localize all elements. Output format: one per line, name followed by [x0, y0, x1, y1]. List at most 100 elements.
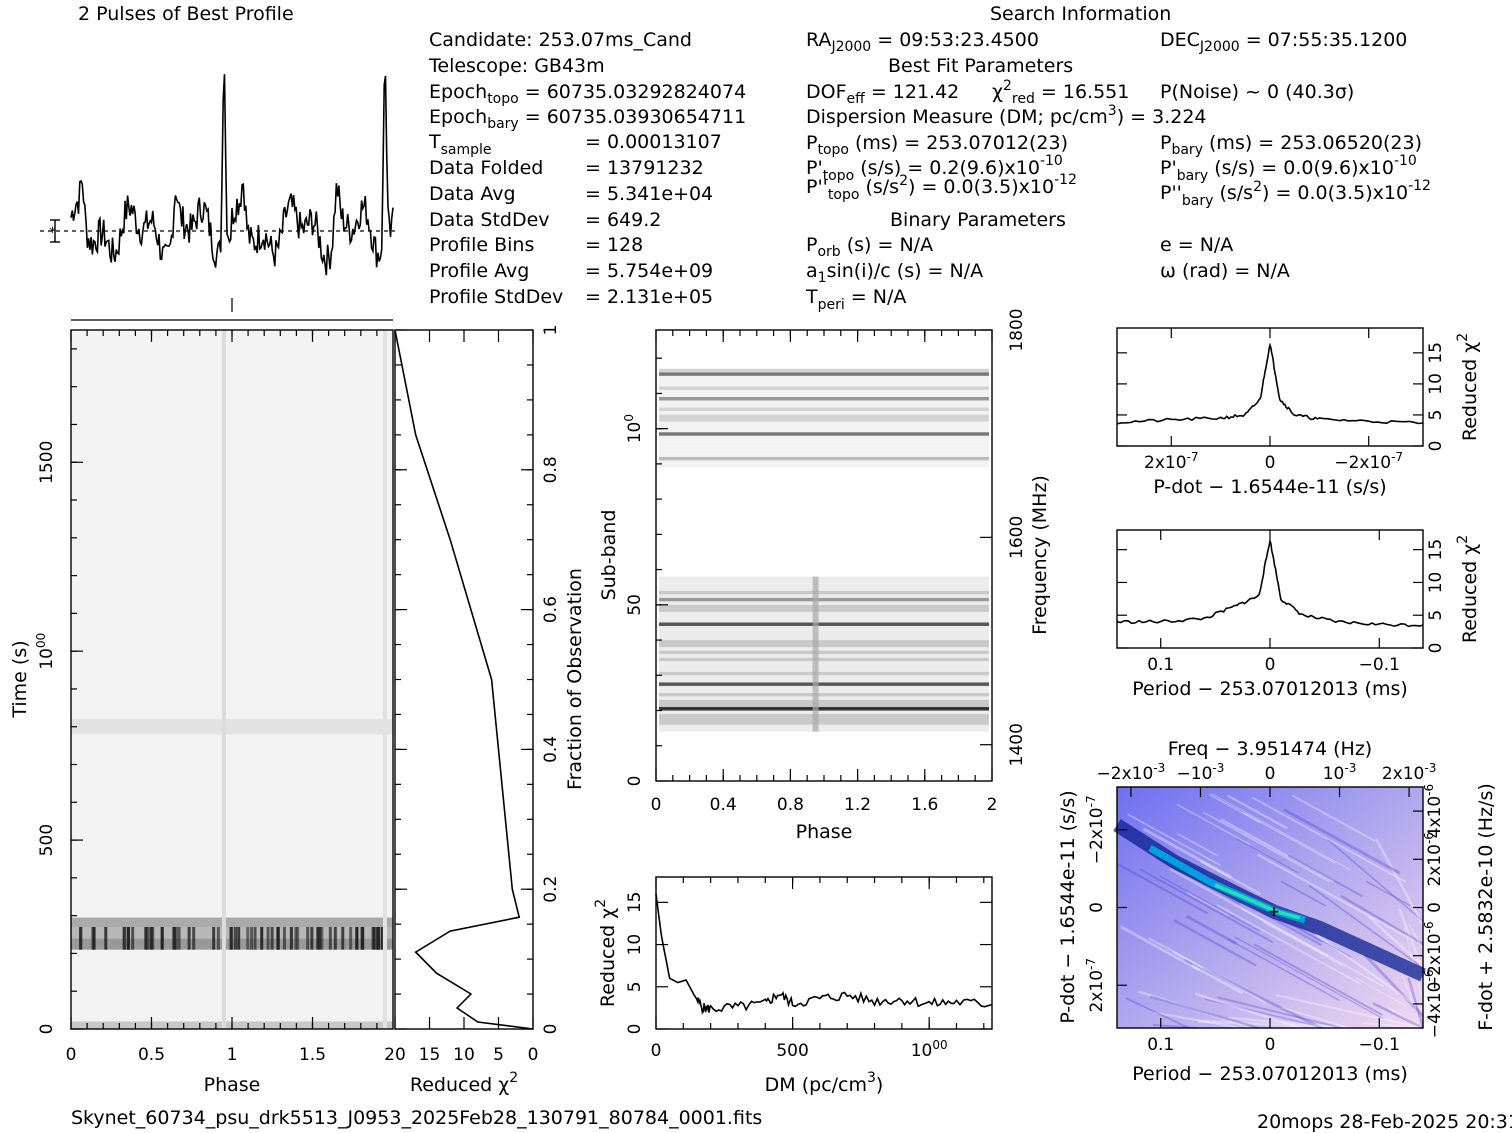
subband-row	[659, 618, 989, 623]
time-row-speck	[276, 926, 280, 950]
ppdot-streak	[1407, 977, 1425, 1029]
x-tick-label: 5	[493, 1045, 504, 1065]
profile-line	[70, 74, 394, 276]
time-row-speck	[355, 926, 359, 950]
pdot-xlabel: P-dot − 1.6544e-11 (s/s)	[1153, 476, 1386, 498]
y2-tick-label: 1400	[1007, 723, 1027, 766]
time-row-speck	[212, 926, 216, 950]
pdot-line	[1116, 342, 1424, 425]
x2-tick-label: 2x10-3	[1382, 761, 1436, 784]
ppdot-streak	[1362, 1022, 1424, 1029]
ppdot-streak	[1176, 803, 1251, 846]
chi-red-line: χ2red = 16.551	[992, 78, 1129, 107]
subband-row	[659, 608, 989, 612]
dm-plot: 0 500 1000 0 5 10 15 DM (pc/cm3) Reduced χ2	[593, 876, 993, 1096]
profile-stddev-value: = 2.131e+05	[585, 286, 713, 308]
ppdot-streak	[1185, 914, 1237, 945]
subband-row	[659, 629, 989, 634]
subband-row	[659, 583, 989, 588]
time-row-speck	[361, 926, 365, 950]
subband-row	[659, 657, 989, 662]
subband-row	[659, 689, 989, 693]
subband-row	[659, 678, 989, 683]
y-tick-label: 0	[1426, 643, 1446, 654]
ppdot-ylabel: P-dot − 1.6544e-11 (s/s)	[1057, 790, 1079, 1023]
x-tick-label: −2x10-7	[1334, 450, 1403, 473]
time-row-speck	[328, 926, 332, 950]
chi-fraction-ylabel: Fraction of Observation	[564, 568, 586, 790]
x2-tick-label: −10-3	[1177, 761, 1225, 784]
ppdot-streak	[1169, 867, 1329, 957]
subband-row	[659, 601, 989, 605]
y2-tick-label: −2x10-6	[1422, 921, 1445, 990]
ppdot-streak	[1186, 892, 1230, 917]
profile-plot: *	[40, 74, 395, 276]
subband-row	[659, 382, 989, 387]
x-tick-label: 2	[987, 795, 998, 815]
x-tick-label: 0	[1265, 655, 1276, 675]
tperi-line: Tperi = N/A	[805, 286, 906, 313]
ppdot-streak	[1326, 838, 1424, 922]
ppdot-streak	[1233, 936, 1384, 1020]
subband-row	[659, 590, 989, 595]
subband-row	[659, 675, 989, 679]
subband-row	[659, 622, 989, 626]
subband-plot: 0 0.4 0.8 1.2 1.6 2 0 50 100 1400 1600 1800 Phase S…	[598, 308, 1051, 843]
y-tick-label: 1000	[34, 633, 57, 670]
y-tick-label: 15	[625, 892, 645, 914]
x-tick-label: −0.1	[1359, 1035, 1400, 1055]
time-row-speck	[250, 926, 254, 950]
subband-row	[659, 407, 989, 412]
ppdot-streak	[1240, 907, 1384, 988]
ppdot-streak	[1138, 990, 1253, 1030]
data-stddev-value: = 649.2	[585, 209, 661, 231]
epoch-topo-line: Epochtopo = 60735.03292824074	[429, 81, 746, 107]
ppdot-streak	[1191, 964, 1244, 995]
subband-row	[659, 435, 989, 440]
ppdot-streak	[1367, 915, 1424, 968]
subband-row	[659, 449, 989, 454]
y2-tick-label: 4x10-6	[1422, 784, 1445, 838]
x-tick-label: 20	[384, 1045, 406, 1065]
pdot-bary-line: P'bary (s/s) = 0.0(9.6)x10-10	[1160, 153, 1417, 184]
subband-row	[659, 456, 989, 461]
pddot-bary-line: P''bary (s/s2) = 0.0(3.5)x10-12	[1160, 178, 1431, 209]
subband-row	[659, 418, 989, 422]
time-row-speck	[151, 926, 155, 950]
subband-row	[659, 594, 989, 598]
subband-row	[659, 597, 989, 602]
time-row-speck	[79, 926, 83, 950]
pulse-column	[382, 330, 387, 1029]
time-row-speck	[192, 926, 196, 950]
time-row-speck	[318, 926, 322, 950]
subband-row	[659, 710, 989, 715]
time-row-speck	[282, 926, 286, 950]
y2-tick-label: 1600	[1007, 516, 1027, 559]
dm-line: Dispersion Measure (DM; pc/cm3) = 3.224	[806, 103, 1207, 128]
ppdot-streak	[1139, 868, 1274, 944]
subband-row	[659, 421, 989, 426]
ppdot-streak	[1116, 862, 1209, 915]
ppdot-streak	[1209, 793, 1262, 824]
best-fit-title: Best Fit Parameters	[888, 55, 1073, 77]
chi-fraction-plot: 20 15 10 5 00 0.2 0.4 0.6 0.8 1 Reduced χ2 Fracti…	[384, 325, 586, 1096]
y-tick-label: 10	[625, 934, 645, 956]
subband-row	[659, 699, 989, 704]
frequency-ylabel: Frequency (MHz)	[1029, 475, 1051, 635]
porb-line: Porb (s) = N/A	[806, 234, 933, 260]
data-folded-value: = 13791232	[585, 157, 704, 179]
y-tick-label: 2x10-7	[1084, 958, 1107, 1012]
y-tick-label: 0.4	[541, 736, 561, 763]
time-row-speck	[296, 926, 300, 950]
x-tick-label: 0	[528, 1045, 539, 1065]
x-tick-label: 0	[651, 1041, 662, 1061]
info-left: Candidate: 253.07ms_Cand Telescope: GB43…	[428, 29, 746, 308]
ppdot-title: Freq − 3.951474 (Hz)	[1168, 738, 1372, 760]
y2-tick-label: −4x10-6	[1422, 970, 1445, 1039]
ppdot-streak	[1172, 950, 1267, 1004]
x-tick-label: 0.1	[1147, 655, 1174, 675]
ppdot-streak	[1148, 937, 1204, 969]
time-row-speck	[266, 926, 270, 950]
x-tick-label: 0.8	[777, 795, 804, 815]
